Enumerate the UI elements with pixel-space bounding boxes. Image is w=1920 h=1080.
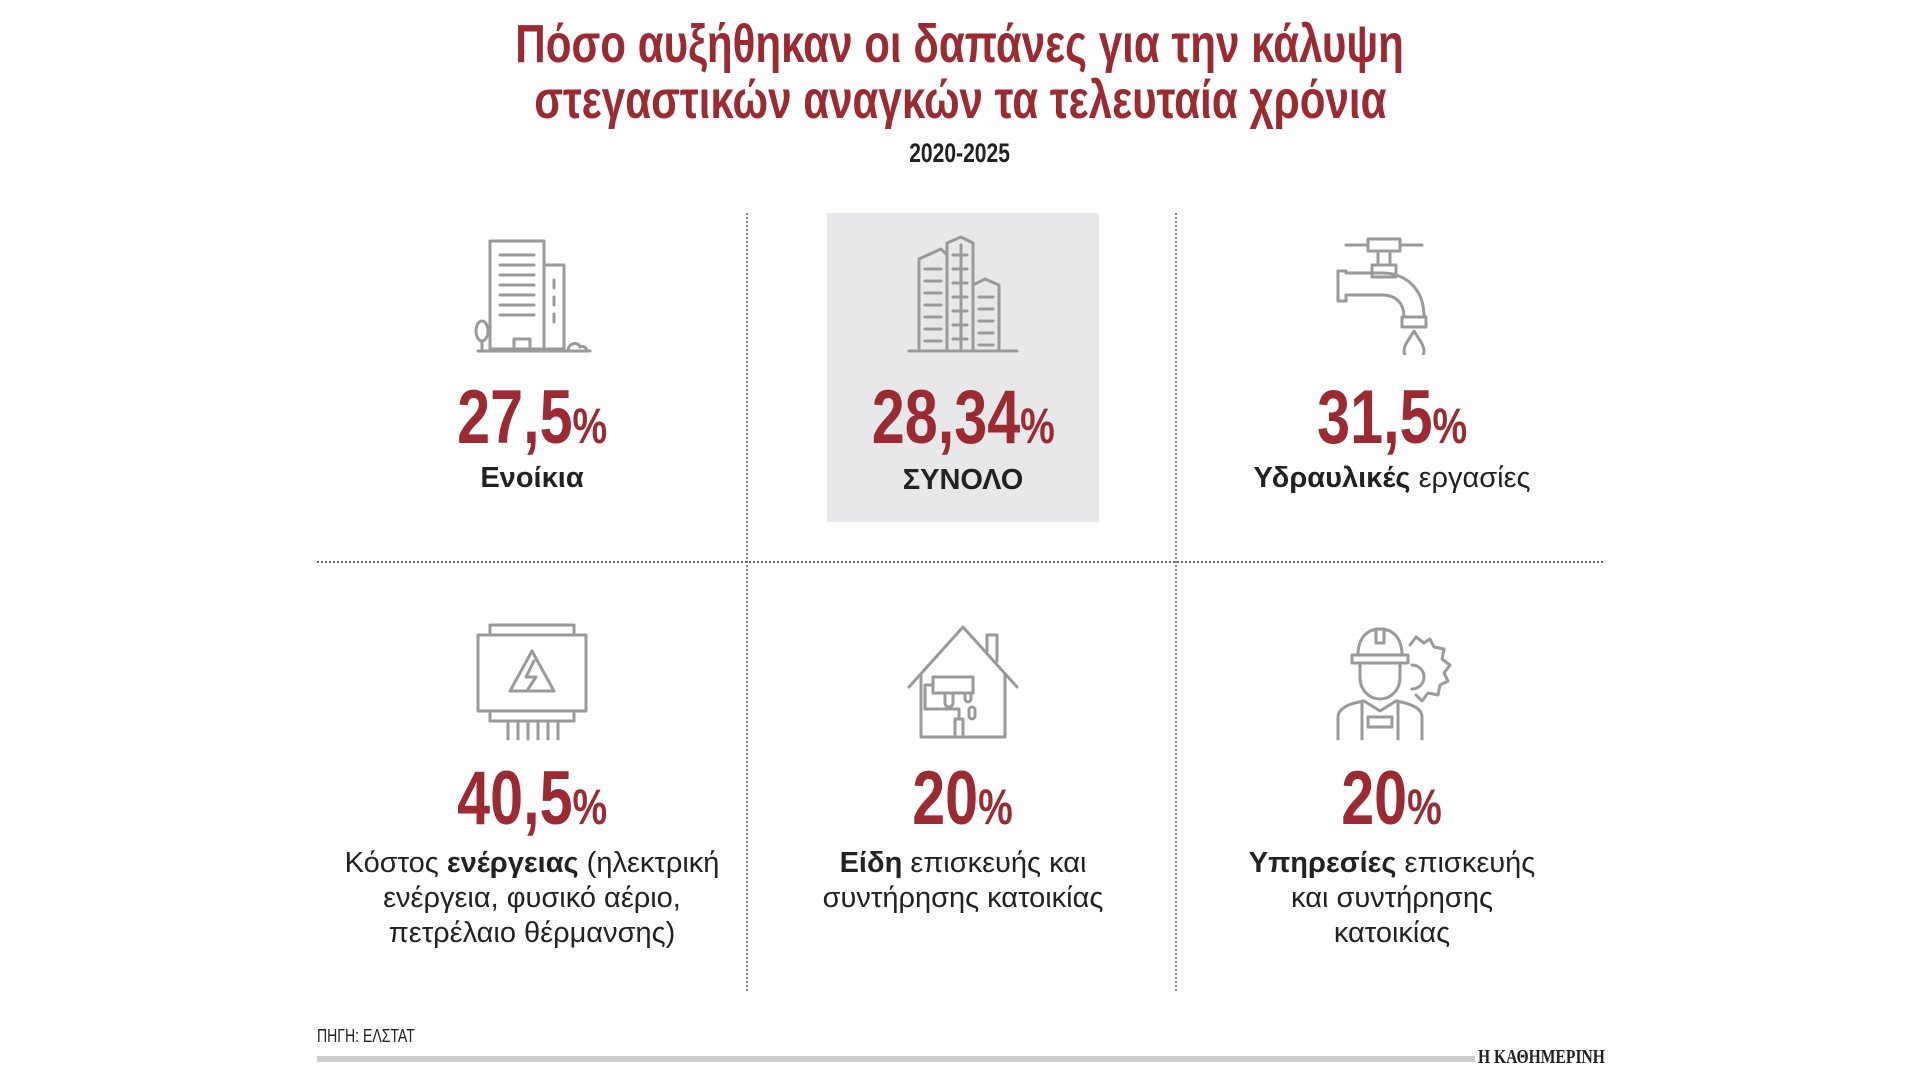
electric-meter-icon [472, 621, 592, 741]
card-value: 31,5 [1316, 375, 1433, 460]
card-total: 28,34% ΣΥΝΟΛΟ [748, 213, 1178, 553]
card-rent: 27,5% Ενοίκια [317, 213, 747, 553]
card-value: 27,5 [456, 375, 573, 460]
card-repair-goods: 20% Είδη επισκευής και συντήρησης κατοικ… [748, 563, 1178, 993]
card-value: 40,5 [456, 756, 573, 841]
title-line-2: στεγαστικών αναγκών τα τελευταία χρόνια [533, 70, 1387, 130]
card-energy: 40,5% Κόστος ενέργειας (ηλεκτρική ενέργε… [317, 563, 747, 993]
title-line-1: Πόσο αυξήθηκαν οι δαπάνες για την κάλυψη [515, 14, 1405, 74]
house-paint-roller-icon [903, 621, 1023, 741]
city-buildings-icon [903, 235, 1023, 355]
divider-vertical [746, 213, 748, 991]
card-label: Κόστος ενέργειας (ηλεκτρική ενέργεια, φυ… [344, 847, 720, 949]
card-plumbing: 31,5% Υδραυλικές εργασίες [1177, 213, 1607, 553]
card-label: Ενοίκια [480, 462, 584, 494]
water-tap-icon [1332, 235, 1452, 363]
brand-logo: Η ΚΑΘΗΜΕΡΙΝΗ [1478, 1046, 1605, 1068]
apartment-building-icon [472, 235, 592, 355]
card-label: Είδη επισκευής και συντήρησης κατοικίας [822, 847, 1104, 914]
divider-horizontal [317, 561, 1603, 563]
card-label: Υπηρεσίες επισκευής και συντήρησης κατοι… [1248, 847, 1536, 949]
total-highlight-box [827, 213, 1099, 522]
worker-gear-icon [1332, 621, 1452, 741]
card-label: Υδραυλικές εργασίες [1253, 462, 1531, 494]
card-value: 28,34 [871, 375, 1020, 460]
divider-vertical [1175, 213, 1177, 991]
card-value: 20 [1341, 756, 1408, 841]
card-label: ΣΥΝΟΛΟ [902, 464, 1024, 496]
card-repair-services: 20% Υπηρεσίες επισκευής και συντήρησης κ… [1177, 563, 1607, 993]
subtitle: 2020-2025 [909, 138, 1011, 168]
footer-bar [317, 1056, 1475, 1062]
source-note: ΠΗΓΗ: ΕΛΣΤΑΤ [317, 1026, 415, 1046]
card-value: 20 [912, 756, 979, 841]
